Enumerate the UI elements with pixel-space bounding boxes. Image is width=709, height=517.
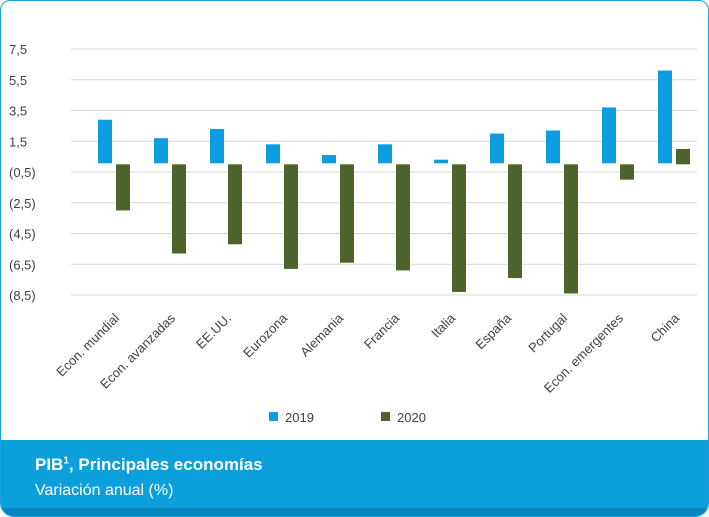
x-tick-label: EE.UU. [193,311,234,352]
y-tick-label: 3,5 [9,104,27,119]
bar-2019 [98,119,112,165]
bar-2020 [620,164,634,180]
y-tick-label: (4,5) [9,227,36,242]
caption-edge [1,508,708,516]
x-tick-label: Alemania [297,310,346,359]
bar-baseline [434,163,448,166]
caption-subtitle: Variación anual (%) [35,482,174,499]
x-tick-label: Eurozona [240,310,291,361]
bar-2020 [284,164,298,269]
bar-2020 [340,164,354,263]
bar-2019 [154,138,168,165]
bar-baseline [378,163,392,166]
bar-baseline [546,163,560,166]
bar-baseline [322,163,336,166]
x-tick-label: España [472,310,514,352]
bar-2019 [658,70,672,165]
bar-baseline [210,163,224,166]
y-tick-label: 7,5 [9,42,27,57]
legend-label-2020: 2020 [397,410,426,425]
bar-2020 [116,164,130,211]
bar-2019 [266,144,280,165]
y-tick-label: (8,5) [9,288,36,303]
gridlines [71,48,697,296]
legend-swatch-2020 [381,412,390,421]
bar-2020 [396,164,410,271]
bar-baseline [154,163,168,166]
y-tick-label: (6,5) [9,257,36,272]
bar-2019 [434,159,448,165]
bar-2020 [508,164,522,279]
bar-baseline [98,163,112,166]
legend-label-2019: 2019 [285,410,314,425]
bars [98,70,690,294]
bar-2020 [172,164,186,254]
bar-2019 [602,107,616,165]
bar-baseline [266,163,280,166]
x-tick-label: Italia [428,310,459,341]
y-tick-label: 1,5 [9,134,27,149]
bar-baseline [658,163,672,166]
caption-title: PIB1, Principales economías [35,455,263,475]
x-tick-label: China [647,310,682,345]
bar-2019 [490,133,504,165]
bar-chart: 7,5 5,5 3,5 1,5 (0,5) (2,5) (4,5) (6,5) (8,5) Ec… [9,42,697,425]
x-tick-label: Francia [361,310,403,352]
x-tick-label: Portugal [525,310,570,355]
y-tick-label: (2,5) [9,196,36,211]
bar-2019 [322,155,336,165]
bar-baseline [602,163,616,166]
bar-baseline [490,163,504,166]
y-tick-label: (0,5) [9,165,36,180]
legend-swatch-2019 [269,412,278,421]
y-axis: 7,5 5,5 3,5 1,5 (0,5) (2,5) (4,5) (6,5) (8,5) [9,42,36,303]
bar-2019 [378,144,392,165]
bar-2020 [676,148,690,165]
caption-title-rest: , Principales economías [68,455,263,474]
bar-2020 [564,164,578,294]
caption-footnote-marker: 1 [63,455,69,467]
y-tick-label: 5,5 [9,73,27,88]
bar-2020 [452,164,466,292]
caption-title-main: PIB [35,455,64,474]
legend: 2019 2020 [269,410,426,425]
bar-2019 [210,128,224,165]
chart-caption: PIB1, Principales economías Variación an… [1,440,708,516]
bar-2020 [228,164,242,245]
bar-2019 [546,130,560,165]
